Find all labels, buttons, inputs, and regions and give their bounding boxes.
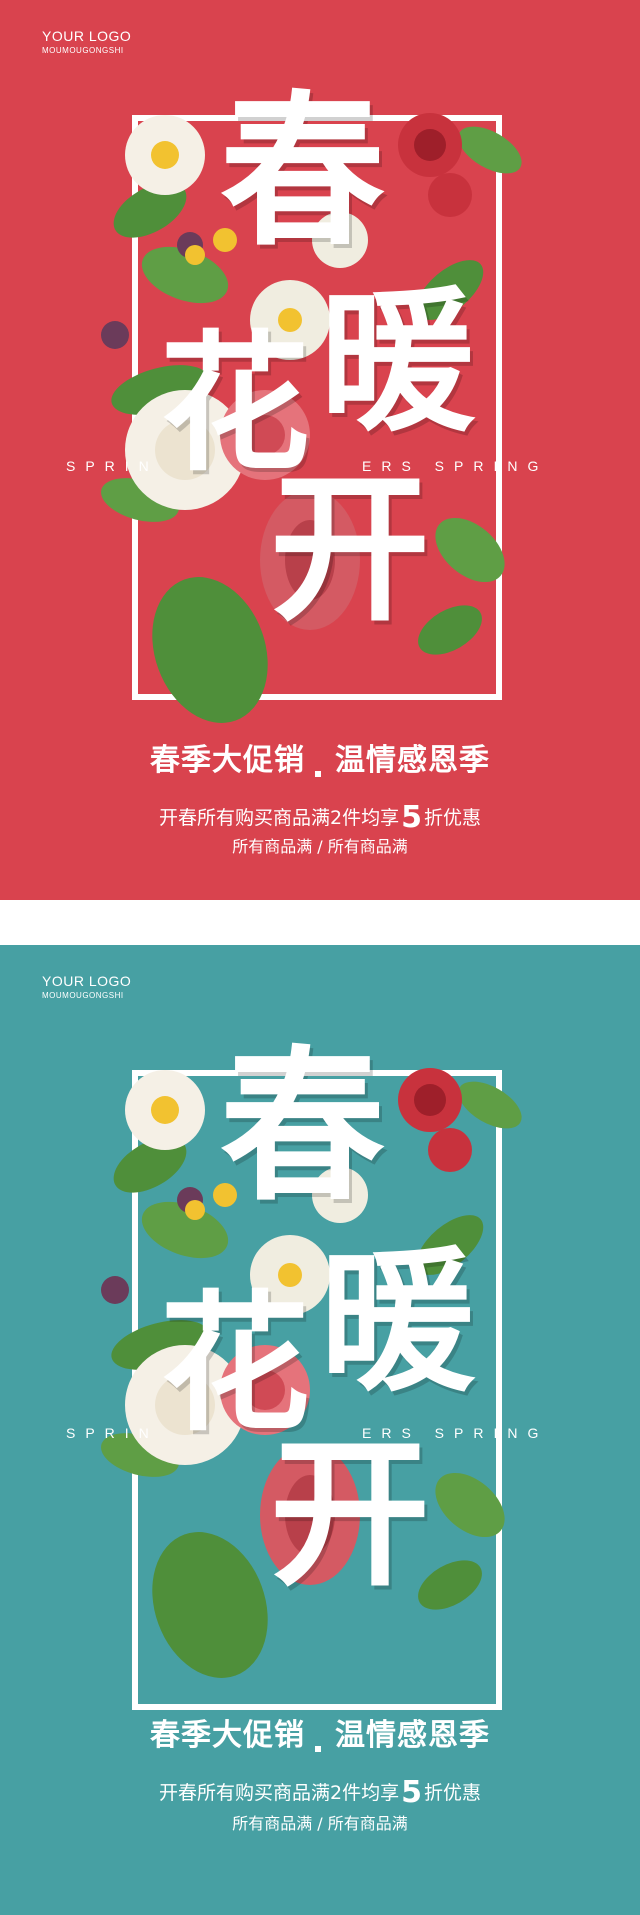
offer-prefix: 开春所有购买商品满2件均享	[159, 807, 400, 829]
title-char-hua: 花	[160, 318, 311, 492]
logo: YOUR LOGO MOUMOUGONGSHI	[42, 28, 131, 55]
title-char-hua: 花	[160, 1278, 311, 1452]
separator-dot	[315, 1746, 321, 1752]
title-char-nuan: 暖	[320, 272, 475, 453]
logo-main: YOUR LOGO	[42, 973, 132, 989]
headline-left: 春季大促销	[150, 743, 305, 778]
logo: YOUR LOGO MOUMOUGONGSHI	[42, 973, 131, 1000]
logo-sub: MOUMOUGONGSHI	[42, 991, 124, 1000]
spring-text-left: SPRIN	[66, 1425, 159, 1441]
headline-right: 温情感恩季	[335, 1718, 490, 1753]
spring-text-left: SPRIN	[66, 458, 159, 474]
offer-number: 5	[401, 1775, 422, 1810]
offer-number: 5	[401, 800, 422, 835]
title-char-kai: 开	[270, 456, 431, 643]
title-char-chun: 春	[220, 76, 385, 268]
offer-subline: 所有商品满 / 所有商品满	[232, 837, 408, 856]
flower-bouquet-illustration	[101, 1068, 522, 1678]
offer-line: 开春所有购买商品满2件均享5 折优惠	[0, 1775, 640, 1810]
logo-main: YOUR LOGO	[42, 28, 132, 44]
offer-suffix: 折优惠	[423, 807, 481, 829]
headline: 春季大促销 温情感恩季	[0, 735, 640, 779]
logo-sub: MOUMOUGONGSHI	[42, 46, 124, 55]
flower-bouquet-illustration	[101, 113, 522, 723]
headline-right: 温情感恩季	[335, 743, 490, 778]
title-char-nuan: 暖	[320, 1232, 475, 1413]
headline-left: 春季大促销	[150, 1718, 305, 1753]
spring-text-right: ERS SPRING	[362, 1425, 549, 1441]
offer-suffix: 折优惠	[423, 1782, 481, 1804]
title-char-chun: 春	[220, 1031, 385, 1223]
spring-text-right: ERS SPRING	[362, 458, 549, 474]
offer-prefix: 开春所有购买商品满2件均享	[159, 1782, 400, 1804]
headline: 春季大促销 温情感恩季	[0, 1710, 640, 1754]
separator-dot	[315, 771, 321, 777]
poster-red: YOUR LOGO MOUMOUGONGSHI	[0, 0, 640, 900]
offer-subline: 所有商品满 / 所有商品满	[232, 1814, 408, 1833]
title-char-kai: 开	[270, 1421, 431, 1608]
poster-teal: YOUR LOGO MOUMOUGONGSHI SPRIN ERS S	[0, 945, 640, 1915]
offer-line: 开春所有购买商品满2件均享5 折优惠	[0, 800, 640, 835]
